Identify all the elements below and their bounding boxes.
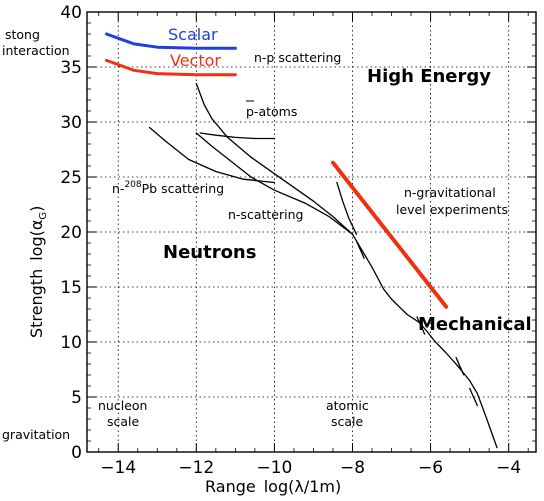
y-tick-label: 15 [60, 278, 82, 298]
y-tick-label: 0 [71, 443, 82, 463]
curve-tick-mark [468, 387, 479, 407]
x-tick-label: −4 [496, 458, 521, 478]
y-tick-label: 5 [71, 388, 82, 408]
annotation-strong: stong [5, 27, 40, 42]
data-series [105, 32, 498, 449]
annotation-interaction: interaction [2, 43, 70, 58]
x-tick-labels: −14 −12 −10 −8 −6 −4 [100, 458, 521, 478]
annotation-n-scattering: n-scattering [228, 207, 303, 222]
y-tick-label: 40 [60, 3, 82, 23]
curve-tick-marks [355, 240, 479, 407]
x-tick-label: −12 [178, 458, 214, 478]
x-tick-label: −8 [340, 458, 365, 478]
x-tick-label: −14 [100, 458, 136, 478]
series-line-scalar [105, 32, 237, 50]
curve-tick-mark [416, 316, 426, 335]
annotation-nucleon: nucleon [98, 398, 147, 413]
series-line-n-208pb-scattering [148, 126, 276, 184]
series-line-p-atoms [199, 132, 276, 140]
series-line-n-scattering [195, 132, 354, 235]
annotation-high-energy: High Energy [367, 66, 491, 87]
axis-ticks [87, 11, 536, 453]
annotation-p-atoms: p-atoms [246, 104, 297, 119]
legend-vector: Vector [170, 51, 221, 70]
annotation-neutrons: Neutrons [163, 242, 256, 263]
y-tick-label: 20 [60, 223, 82, 243]
gridlines [87, 11, 536, 453]
curve-tick-mark [355, 240, 365, 259]
y-tick-labels: 0 5 10 15 20 25 30 35 40 [60, 3, 82, 463]
annotation-level-experiments: level experiments [396, 202, 508, 217]
series-line-n-p-scattering [195, 82, 498, 449]
annotation-mechanical: Mechanical [418, 314, 532, 335]
curve-tick-mark [455, 356, 465, 376]
annotation-atomic-scale: scale [331, 414, 364, 429]
series-line-vector [105, 58, 237, 77]
annotation-n-gravitational: n-gravitational [404, 185, 496, 200]
y-tick-label: 10 [60, 333, 82, 353]
x-axis-title: Range log(λ/1m) [205, 477, 341, 496]
x-tick-label: −10 [256, 458, 292, 478]
annotation-np-scattering: n-p scattering [254, 50, 341, 65]
annotation-atomic: atomic [326, 398, 369, 413]
series-line-n-gravitational-level-experiments [331, 160, 449, 309]
x-tick-label: −6 [418, 458, 443, 478]
series-line-mechanical [336, 181, 358, 235]
annotation-gravitation: gravitation [2, 427, 70, 442]
annotation-n-pb-scattering: n-208Pb scattering [112, 180, 224, 196]
y-tick-label: 35 [60, 58, 82, 78]
legend-scalar: Scalar [168, 25, 218, 44]
y-tick-label: 25 [60, 168, 82, 188]
y-tick-label: 30 [60, 113, 82, 133]
annotation-nucleon-scale: scale [107, 414, 140, 429]
y-axis-title: Strengthlog(αG) [27, 206, 49, 338]
